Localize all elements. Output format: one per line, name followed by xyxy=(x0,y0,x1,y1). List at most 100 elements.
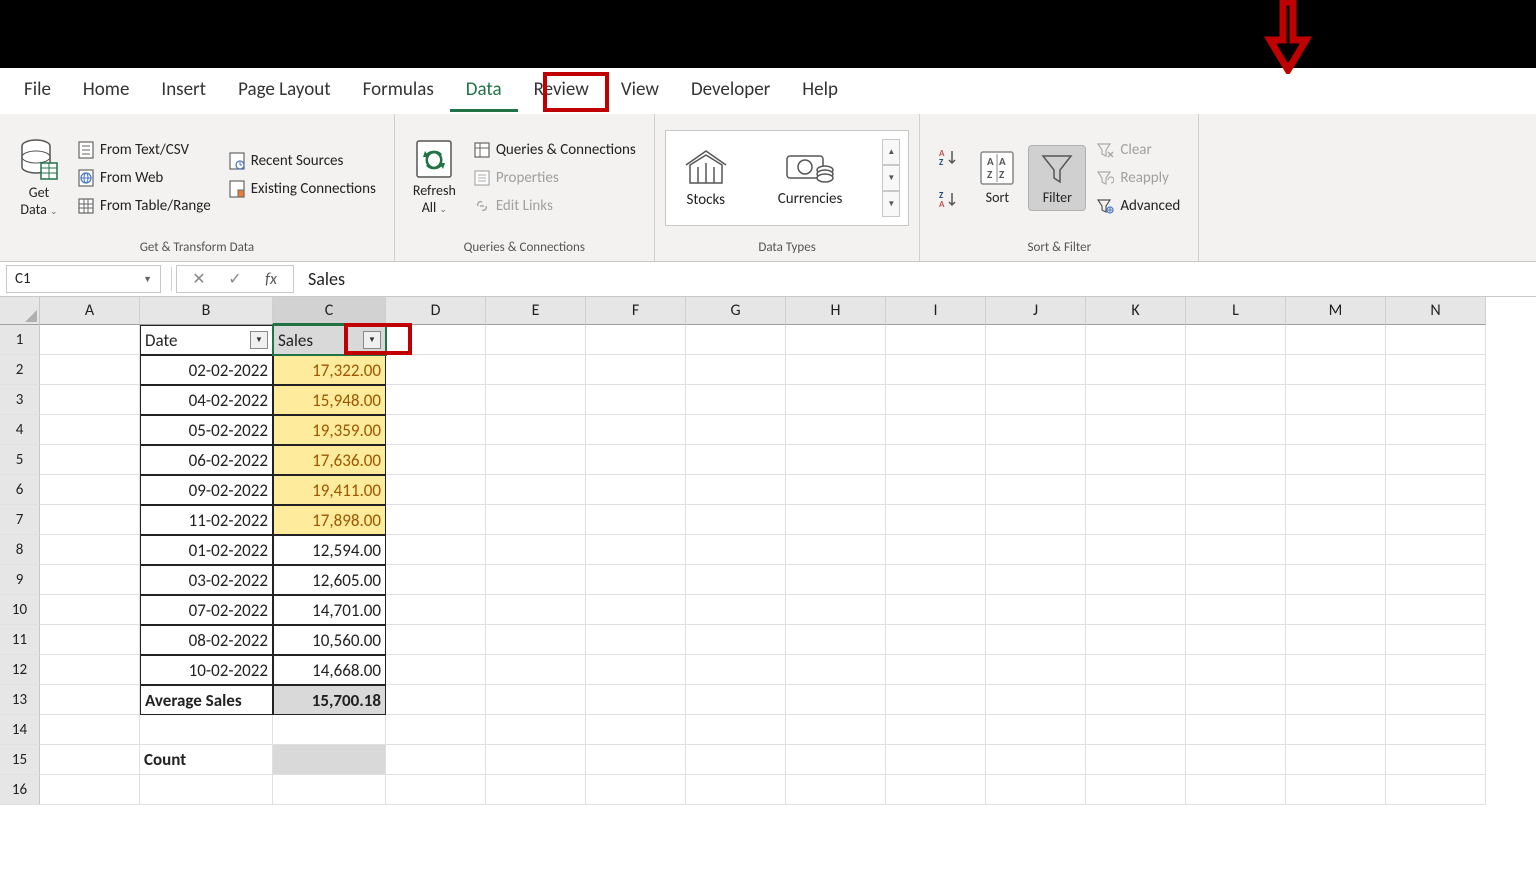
cell-D7[interactable] xyxy=(386,505,486,535)
cell-N5[interactable] xyxy=(1386,445,1486,475)
cell-J4[interactable] xyxy=(986,415,1086,445)
col-header-E[interactable]: E xyxy=(486,297,586,325)
col-header-J[interactable]: J xyxy=(986,297,1086,325)
cell-B15[interactable]: Count xyxy=(140,745,273,775)
row-header-14[interactable]: 14 xyxy=(0,715,40,745)
cell-N15[interactable] xyxy=(1386,745,1486,775)
cell-C5[interactable]: 17,636.00 xyxy=(273,445,386,475)
col-header-A[interactable]: A xyxy=(40,297,140,325)
cell-F7[interactable] xyxy=(586,505,686,535)
cell-F12[interactable] xyxy=(586,655,686,685)
row-header-15[interactable]: 15 xyxy=(0,745,40,775)
cell-L6[interactable] xyxy=(1186,475,1286,505)
col-header-I[interactable]: I xyxy=(886,297,986,325)
cell-C7[interactable]: 17,898.00 xyxy=(273,505,386,535)
cell-M10[interactable] xyxy=(1286,595,1386,625)
cell-C2[interactable]: 17,322.00 xyxy=(273,355,386,385)
cell-G8[interactable] xyxy=(686,535,786,565)
cell-H10[interactable] xyxy=(786,595,886,625)
cell-M12[interactable] xyxy=(1286,655,1386,685)
name-box[interactable]: C1 ▼ xyxy=(6,265,161,293)
row-header-4[interactable]: 4 xyxy=(0,415,40,445)
cell-L5[interactable] xyxy=(1186,445,1286,475)
cell-F4[interactable] xyxy=(586,415,686,445)
cell-C6[interactable]: 19,411.00 xyxy=(273,475,386,505)
cell-E4[interactable] xyxy=(486,415,586,445)
row-header-12[interactable]: 12 xyxy=(0,655,40,685)
cell-D2[interactable] xyxy=(386,355,486,385)
cell-B1[interactable]: Date▼ xyxy=(140,325,273,355)
cell-B6[interactable]: 09-02-2022 xyxy=(140,475,273,505)
cell-D6[interactable] xyxy=(386,475,486,505)
cell-E16[interactable] xyxy=(486,775,586,805)
col-header-D[interactable]: D xyxy=(386,297,486,325)
cell-L8[interactable] xyxy=(1186,535,1286,565)
row-header-8[interactable]: 8 xyxy=(0,535,40,565)
cell-J13[interactable] xyxy=(986,685,1086,715)
cell-G15[interactable] xyxy=(686,745,786,775)
cell-L1[interactable] xyxy=(1186,325,1286,355)
from-table-range-button[interactable]: From Table/Range xyxy=(74,195,215,217)
tab-help[interactable]: Help xyxy=(786,70,854,112)
cell-K10[interactable] xyxy=(1086,595,1186,625)
cell-I1[interactable] xyxy=(886,325,986,355)
cell-A4[interactable] xyxy=(40,415,140,445)
cell-G11[interactable] xyxy=(686,625,786,655)
tab-page-layout[interactable]: Page Layout xyxy=(222,70,347,112)
cell-N14[interactable] xyxy=(1386,715,1486,745)
cell-G5[interactable] xyxy=(686,445,786,475)
col-header-M[interactable]: M xyxy=(1286,297,1386,325)
cell-N1[interactable] xyxy=(1386,325,1486,355)
cell-E9[interactable] xyxy=(486,565,586,595)
cell-D8[interactable] xyxy=(386,535,486,565)
cell-I13[interactable] xyxy=(886,685,986,715)
col-header-G[interactable]: G xyxy=(686,297,786,325)
cell-G13[interactable] xyxy=(686,685,786,715)
filter-button[interactable]: Filter xyxy=(1028,145,1086,212)
cell-M3[interactable] xyxy=(1286,385,1386,415)
cell-K5[interactable] xyxy=(1086,445,1186,475)
queries-connections-button[interactable]: Queries & Connections xyxy=(470,139,640,161)
cell-B8[interactable]: 01-02-2022 xyxy=(140,535,273,565)
cell-H7[interactable] xyxy=(786,505,886,535)
cell-H13[interactable] xyxy=(786,685,886,715)
cell-J10[interactable] xyxy=(986,595,1086,625)
cell-I9[interactable] xyxy=(886,565,986,595)
cell-J11[interactable] xyxy=(986,625,1086,655)
cell-M13[interactable] xyxy=(1286,685,1386,715)
cell-F5[interactable] xyxy=(586,445,686,475)
cell-K4[interactable] xyxy=(1086,415,1186,445)
cell-G6[interactable] xyxy=(686,475,786,505)
cell-I10[interactable] xyxy=(886,595,986,625)
cancel-icon[interactable]: ✕ xyxy=(185,269,213,289)
tab-home[interactable]: Home xyxy=(67,70,146,112)
cell-K12[interactable] xyxy=(1086,655,1186,685)
cell-B2[interactable]: 02-02-2022 xyxy=(140,355,273,385)
cell-M2[interactable] xyxy=(1286,355,1386,385)
advanced-button[interactable]: Advanced xyxy=(1092,195,1184,217)
cell-F9[interactable] xyxy=(586,565,686,595)
gallery-more-icon[interactable]: ▼ xyxy=(882,191,900,217)
cell-C9[interactable]: 12,605.00 xyxy=(273,565,386,595)
cell-N9[interactable] xyxy=(1386,565,1486,595)
cell-H12[interactable] xyxy=(786,655,886,685)
cell-H16[interactable] xyxy=(786,775,886,805)
cell-N13[interactable] xyxy=(1386,685,1486,715)
row-header-5[interactable]: 5 xyxy=(0,445,40,475)
cell-C3[interactable]: 15,948.00 xyxy=(273,385,386,415)
cell-L7[interactable] xyxy=(1186,505,1286,535)
cell-D11[interactable] xyxy=(386,625,486,655)
col-header-L[interactable]: L xyxy=(1186,297,1286,325)
cell-A14[interactable] xyxy=(40,715,140,745)
cell-L11[interactable] xyxy=(1186,625,1286,655)
cell-F8[interactable] xyxy=(586,535,686,565)
cell-E10[interactable] xyxy=(486,595,586,625)
gallery-up-icon[interactable]: ▲ xyxy=(882,139,900,165)
cell-J5[interactable] xyxy=(986,445,1086,475)
cell-M11[interactable] xyxy=(1286,625,1386,655)
cell-B13[interactable]: Average Sales xyxy=(140,685,273,715)
row-header-1[interactable]: 1 xyxy=(0,325,40,355)
cell-A3[interactable] xyxy=(40,385,140,415)
cell-H8[interactable] xyxy=(786,535,886,565)
cell-K2[interactable] xyxy=(1086,355,1186,385)
